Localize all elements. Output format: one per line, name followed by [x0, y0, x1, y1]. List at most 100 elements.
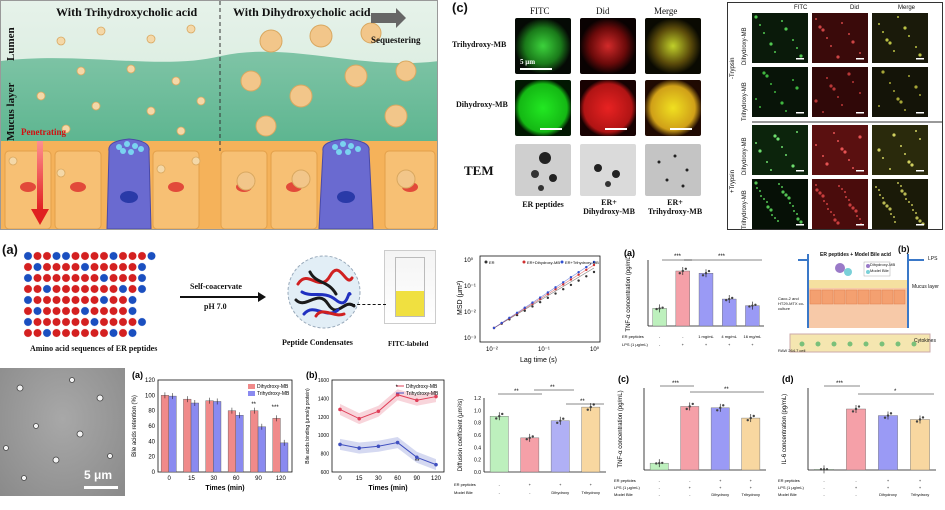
confidence-band — [340, 389, 436, 425]
grid-dot — [851, 206, 855, 210]
row-label: ER peptides — [622, 334, 644, 339]
micro-did-dihydroxy — [580, 80, 636, 136]
data-point — [722, 404, 725, 407]
msd-point — [562, 288, 565, 291]
peptide-residue — [137, 262, 147, 272]
data-point — [501, 412, 504, 416]
y-label: TNF-α concentration (pg/mL) — [626, 254, 632, 331]
data-point — [562, 417, 565, 420]
legend-swatch — [248, 384, 255, 389]
cell-label: Dihydroxy — [711, 492, 729, 497]
peptide-residue — [42, 328, 52, 338]
cell-label: + — [728, 342, 731, 347]
data-point — [655, 462, 658, 465]
x-tick: 60 — [233, 476, 240, 482]
panel-c-label: (c) — [452, 0, 468, 15]
tnf-top-chart: TNF-α concentration (pg/mL)(a) *** *** ER p… — [622, 248, 764, 347]
y-tick: 0.2 — [474, 458, 481, 464]
peptide-residue — [42, 306, 52, 316]
grid-dot — [829, 84, 833, 88]
peptide-residue — [99, 273, 109, 283]
peptide-residue — [23, 284, 33, 294]
cell-label: Dihydroxy — [551, 490, 569, 495]
vial-liquid — [395, 291, 425, 317]
peptide-residue — [90, 317, 99, 327]
grid-dot — [826, 203, 828, 205]
data-point — [556, 421, 559, 425]
grid-scale-bar — [796, 112, 804, 114]
peptide-residue — [80, 262, 90, 272]
peptide-residue — [71, 328, 80, 338]
peptide-residue — [42, 284, 52, 294]
grid-dot — [833, 214, 835, 216]
grid-dot — [774, 217, 776, 219]
cell-label: - — [499, 482, 501, 487]
series-point — [357, 446, 361, 450]
grid-group-plus: +Trypsin — [730, 170, 736, 193]
lumen-label: Lumen — [5, 27, 17, 61]
grid-dot — [910, 163, 914, 167]
peptide-residue — [118, 317, 128, 327]
peptide-residue — [99, 262, 109, 272]
micro-col-fitc: FITC — [530, 6, 550, 16]
grid-cell-2-1 — [812, 125, 868, 175]
row-label: Model Bile — [614, 492, 633, 497]
grid-cell-2-2 — [872, 125, 928, 175]
grid-dot — [903, 192, 907, 196]
grid-dot — [818, 25, 822, 29]
x-label: Times (min) — [205, 485, 244, 492]
y-tick: 800 — [321, 452, 330, 458]
grid-dot — [771, 214, 773, 216]
bar — [280, 442, 289, 473]
grid-dot — [915, 216, 919, 220]
peptide-residue — [42, 251, 52, 261]
grid-row-4: Trihydroxy-MB — [742, 190, 748, 229]
micro-col-merge: Merge — [654, 6, 678, 16]
peptide-residue — [90, 295, 99, 305]
vial-caption: FITC-labeled — [388, 340, 429, 348]
panel-label: (a) — [132, 370, 143, 380]
grid-col-merge: Merge — [898, 5, 916, 11]
arrow-top-text: Self-coacervate — [190, 282, 242, 291]
grid-dot — [848, 159, 850, 161]
bar — [190, 402, 199, 473]
bar — [680, 406, 700, 471]
grid-dot — [888, 41, 892, 45]
x-tick: 60 — [394, 476, 401, 482]
y-tick: 40 — [148, 439, 155, 445]
data-point — [688, 405, 691, 408]
cell-label: + — [919, 485, 922, 490]
grid-dot — [792, 39, 794, 41]
peptide-residue — [128, 273, 137, 283]
series-point — [338, 442, 342, 447]
series-point — [395, 392, 400, 397]
row-label: ER peptides — [454, 482, 476, 487]
grid-dot — [787, 196, 791, 200]
peptide-residue — [118, 262, 128, 272]
peptide-residue — [61, 317, 71, 327]
micro-fitc-trihydroxy — [515, 18, 571, 74]
peptide-residue — [90, 262, 99, 272]
peptide-residue — [52, 273, 61, 283]
grid-dot — [885, 204, 889, 208]
msd-frame — [479, 255, 601, 343]
grid-dot — [759, 190, 761, 192]
tem-trihydroxy-drawing — [657, 154, 689, 188]
sig-marker: ** — [724, 387, 729, 393]
msd-fit-line — [493, 267, 595, 329]
penetrating-label: Penetrating — [21, 127, 66, 137]
peptide-residue — [33, 317, 42, 327]
peptide-residue — [52, 328, 61, 338]
y-tick: 1000 — [318, 433, 329, 439]
y-tick: 0.8 — [474, 421, 481, 427]
grid-dot — [789, 202, 791, 204]
binding-chart: (b) 0 15 30 60 90 120 600 800 1000 1200 1400 1600 Tim… — [305, 370, 445, 492]
msd-legend-text: ER+Dihydroxy-MB — [527, 260, 560, 265]
grid-col-fitc: FITC — [794, 5, 808, 11]
cell-label: - — [823, 478, 825, 483]
msd-fit-line — [493, 264, 595, 329]
peptide-residue — [71, 262, 80, 272]
grid-row-1: Dihydroxy-MB — [742, 27, 748, 65]
grid-dot — [890, 213, 892, 215]
cell-label: - — [855, 492, 857, 497]
